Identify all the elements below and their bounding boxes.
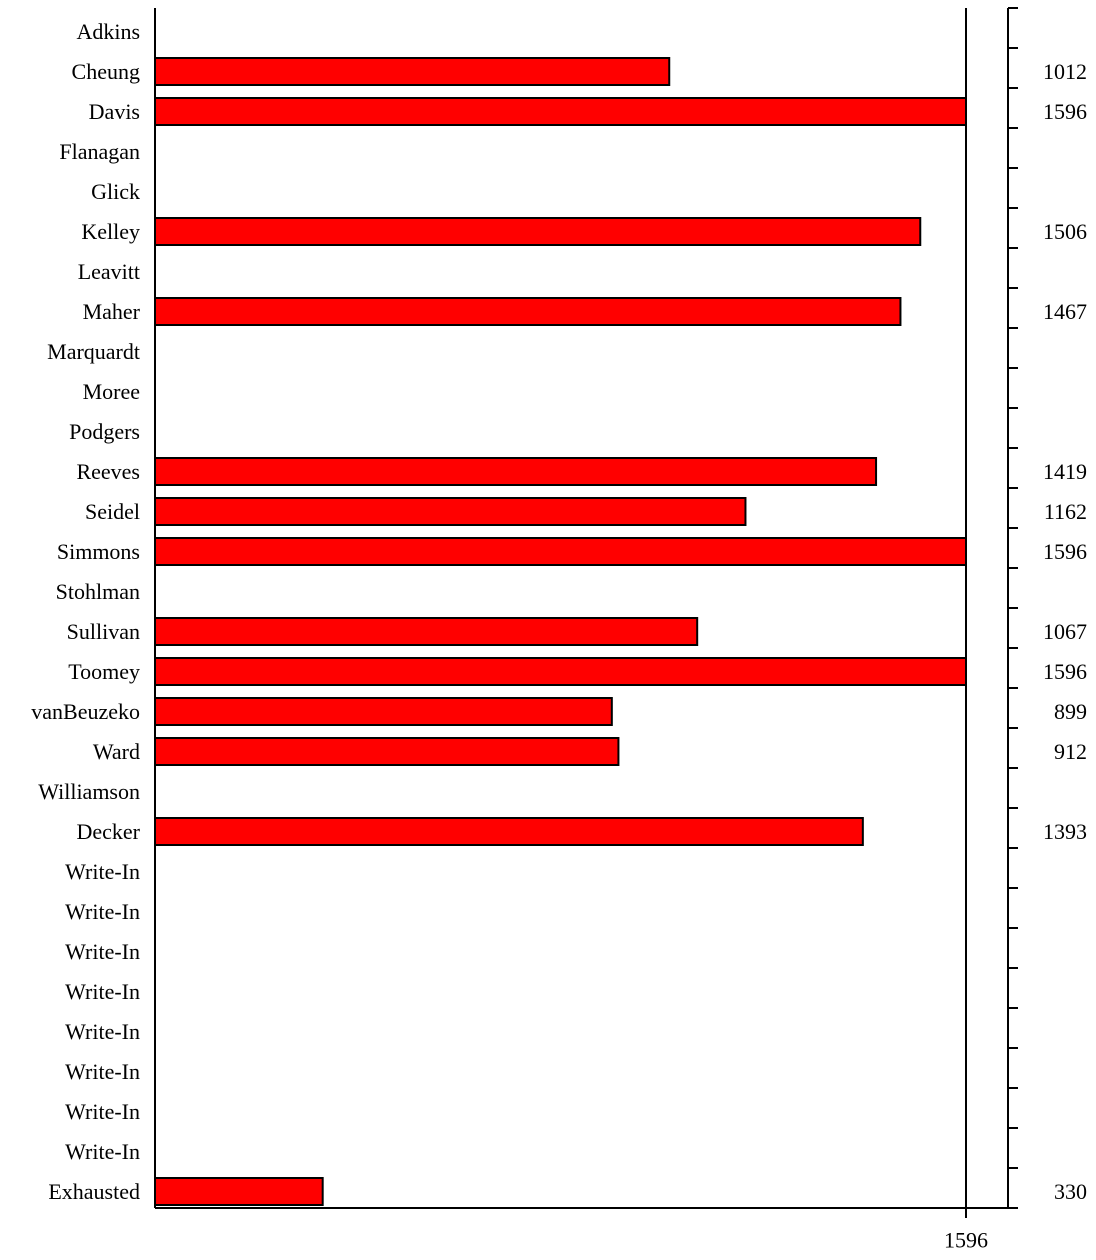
bar xyxy=(154,457,878,486)
value-label: 1419 xyxy=(1043,459,1087,484)
bar xyxy=(154,57,671,86)
category-label: Write-In xyxy=(65,1099,140,1124)
category-label: Write-In xyxy=(65,939,140,964)
category-label: Decker xyxy=(76,819,140,844)
category-label: Write-In xyxy=(65,979,140,1004)
category-label: Stohlman xyxy=(56,579,140,604)
value-label: 1162 xyxy=(1044,499,1087,524)
value-label: 1596 xyxy=(1043,539,1087,564)
bar xyxy=(154,657,967,686)
value-labels-layer: 1012 1596 1506 1467 1419 1162 1596 1067 1596 899 9… xyxy=(1043,59,1087,1204)
bar xyxy=(154,217,922,246)
value-label: 1393 xyxy=(1043,819,1087,844)
bar xyxy=(154,97,967,126)
axes-layer xyxy=(154,7,1018,1218)
category-label: Ward xyxy=(93,739,140,764)
value-label: 899 xyxy=(1054,699,1087,724)
bar xyxy=(154,617,699,646)
category-label: Cheung xyxy=(72,59,140,84)
category-label: Toomey xyxy=(68,659,140,684)
bar xyxy=(154,817,864,846)
category-label: Glick xyxy=(91,179,140,204)
bar xyxy=(154,537,967,566)
category-label: Marquardt xyxy=(47,339,140,364)
value-label: 912 xyxy=(1054,739,1087,764)
category-label: Leavitt xyxy=(78,259,140,284)
category-label: Sullivan xyxy=(67,619,140,644)
category-label: Williamson xyxy=(38,779,140,804)
category-label: Exhausted xyxy=(48,1179,140,1204)
category-label: Moree xyxy=(83,379,140,404)
category-labels-layer: Adkins Cheung Davis Flanagan Glick Kelley Leav… xyxy=(31,19,140,1204)
category-label: Write-In xyxy=(65,859,140,884)
category-label: Adkins xyxy=(76,19,140,44)
value-label: 1506 xyxy=(1043,219,1087,244)
bar xyxy=(154,497,747,526)
category-label: Seidel xyxy=(85,499,140,524)
value-label: 330 xyxy=(1054,1179,1087,1204)
value-label: 1467 xyxy=(1043,299,1087,324)
value-label: 1596 xyxy=(1043,99,1087,124)
category-label: vanBeuzeko xyxy=(31,699,140,724)
category-label: Davis xyxy=(89,99,140,124)
value-label: 1596 xyxy=(1043,659,1087,684)
bar xyxy=(154,697,613,726)
category-label: Podgers xyxy=(69,419,140,444)
value-label: 1067 xyxy=(1043,619,1087,644)
value-label: 1012 xyxy=(1043,59,1087,84)
bar xyxy=(154,737,620,766)
category-label: Reeves xyxy=(76,459,140,484)
category-label: Maher xyxy=(83,299,141,324)
category-label: Write-In xyxy=(65,1019,140,1044)
category-label: Write-In xyxy=(65,1059,140,1084)
category-label: Simmons xyxy=(57,539,140,564)
category-label: Flanagan xyxy=(59,139,140,164)
bars-layer xyxy=(154,57,967,1206)
threshold-label: 1596 xyxy=(944,1228,988,1253)
category-label: Kelley xyxy=(81,219,140,244)
category-label: Write-In xyxy=(65,899,140,924)
bar xyxy=(154,1177,324,1206)
bar xyxy=(154,297,902,326)
category-label: Write-In xyxy=(65,1139,140,1164)
